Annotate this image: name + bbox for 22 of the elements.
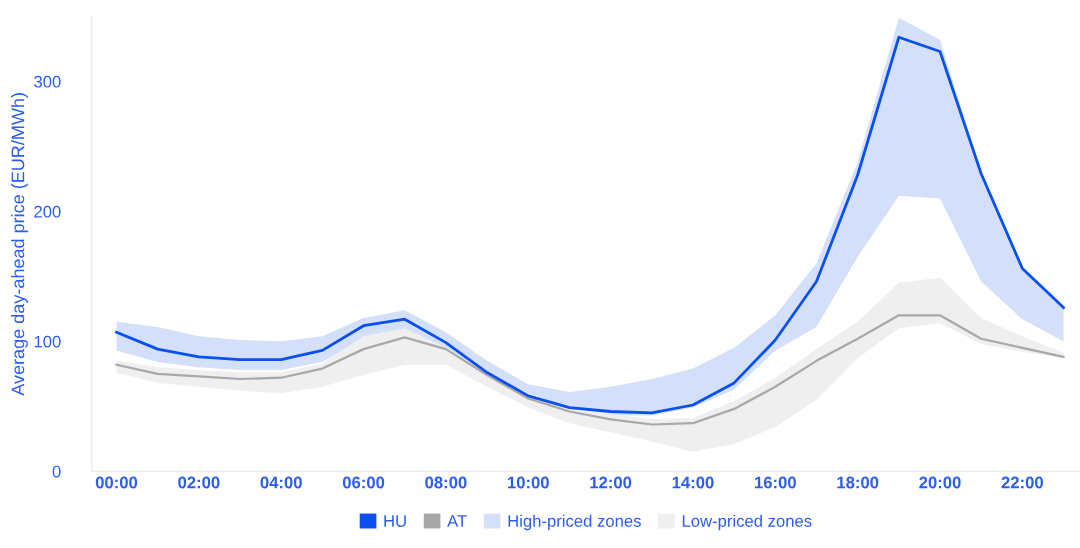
legend-label: AT [447,515,467,527]
legend-label: High-priced zones [508,514,641,531]
y-axis-title: Average day-ahead price (EUR/MWh) [11,93,28,396]
y-tick-label: 100 [34,335,61,348]
x-tick-label: 10:00 [507,476,549,489]
x-tick-label: 14:00 [672,476,714,489]
x-tick-label: 16:00 [755,476,796,489]
x-tick-label: 00:00 [95,476,138,489]
line-series [115,314,1065,426]
x-tick-label: 04:00 [260,476,302,489]
y-tick-label: 300 [34,75,61,88]
y-tick-label: 200 [34,205,61,218]
y-tick-label: 0 [52,465,61,478]
x-tick-label: 02:00 [178,476,220,489]
x-tick-label: 22:00 [1001,476,1043,489]
legend-label: HU [384,515,406,527]
x-tick-label: 18:00 [837,476,879,489]
x-tick-label: 20:00 [919,476,961,489]
x-tick-label: 06:00 [342,476,385,489]
x-tick-label: 12:00 [590,476,632,489]
legend-label: Low-priced zones [682,514,812,531]
x-tick-label: 08:00 [425,476,467,489]
